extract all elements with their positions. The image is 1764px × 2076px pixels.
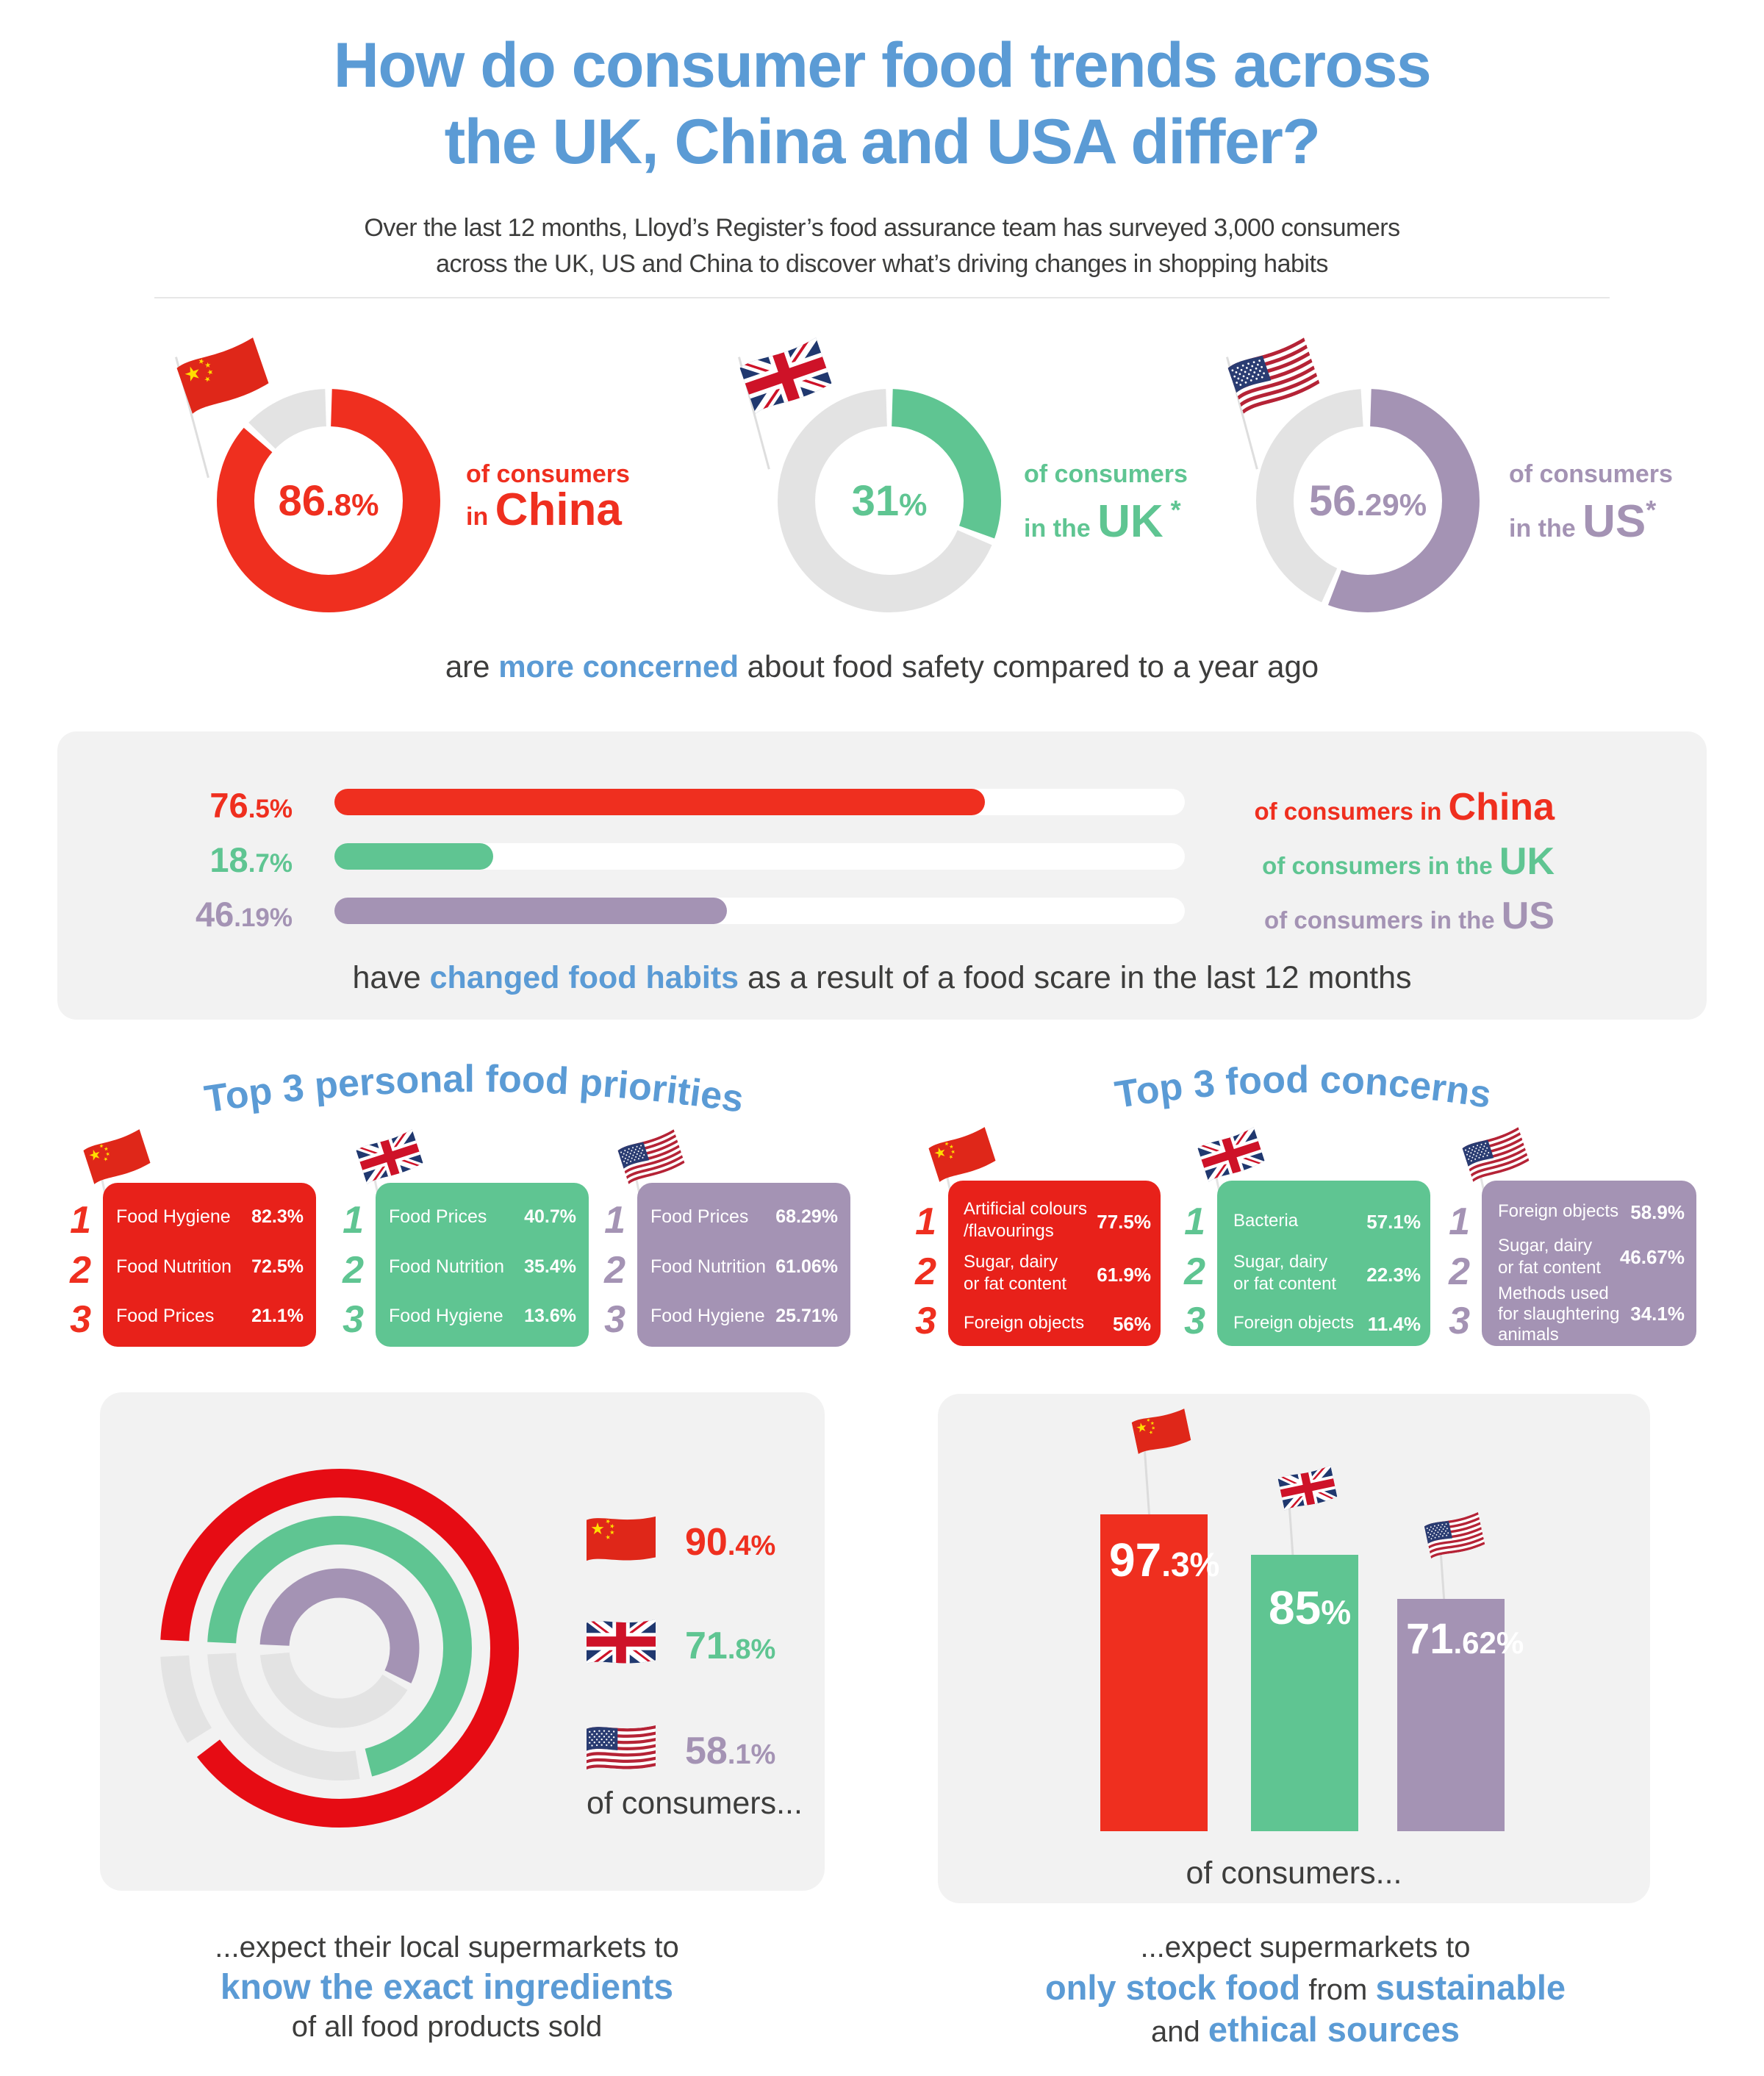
svg-text:Top 3 personal food priorities: Top 3 personal food priorities [202,1058,747,1121]
svg-text:Top 3 food concerns: Top 3 food concerns [1112,1059,1494,1117]
